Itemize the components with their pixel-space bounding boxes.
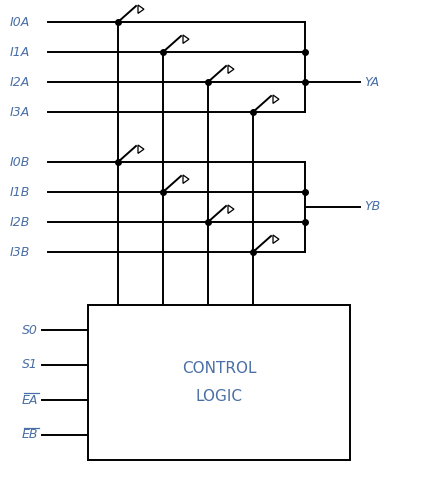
Text: S0: S0 bbox=[22, 324, 38, 336]
Text: I2B: I2B bbox=[10, 216, 30, 228]
Text: I1A: I1A bbox=[10, 46, 30, 59]
Text: LOGIC: LOGIC bbox=[196, 389, 242, 404]
Text: S1: S1 bbox=[22, 358, 38, 372]
Bar bbox=[88, 305, 350, 460]
Text: I1B: I1B bbox=[10, 186, 30, 198]
Text: YA: YA bbox=[364, 76, 379, 88]
Text: I2A: I2A bbox=[10, 76, 30, 88]
Text: EB: EB bbox=[22, 428, 38, 442]
Text: I3B: I3B bbox=[10, 246, 30, 258]
Text: CONTROL: CONTROL bbox=[182, 361, 256, 376]
Text: I0A: I0A bbox=[10, 16, 30, 28]
Text: I3A: I3A bbox=[10, 106, 30, 118]
Text: EA: EA bbox=[22, 394, 38, 406]
Text: I0B: I0B bbox=[10, 156, 30, 168]
Text: YB: YB bbox=[364, 200, 380, 213]
